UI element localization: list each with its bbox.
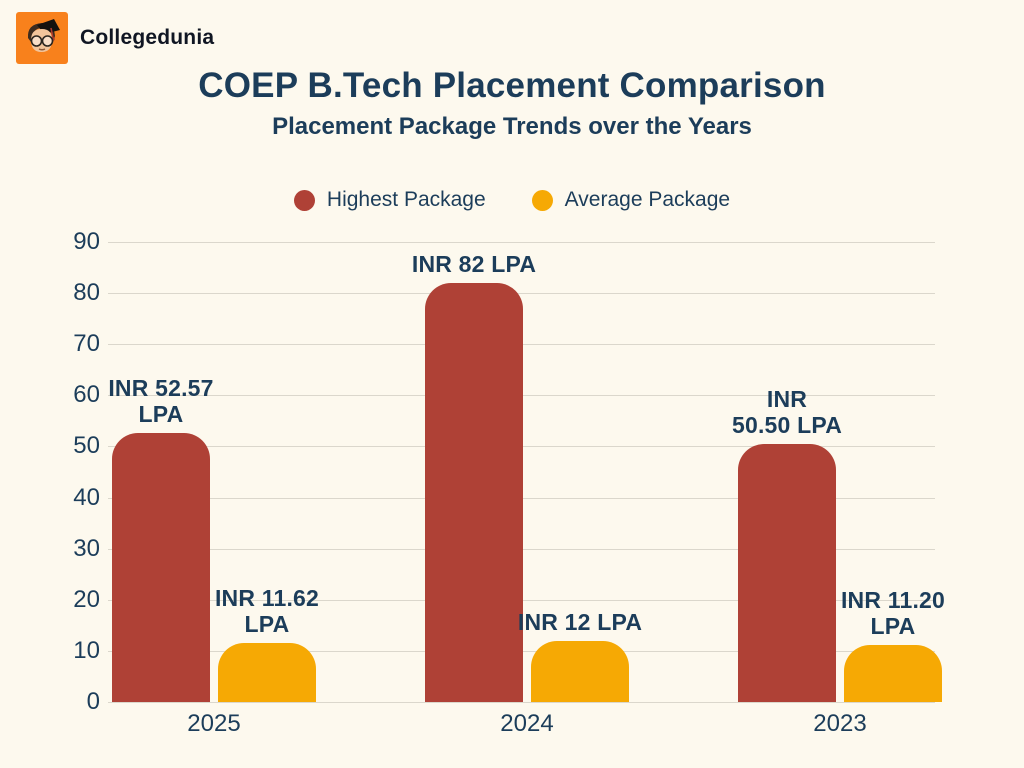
x-axis-label-2025: 2025 [187, 710, 241, 737]
bar-highest-package-2025 [112, 433, 210, 702]
bar-value-label: INR 12 LPA [517, 608, 643, 635]
gridline-90 [108, 242, 935, 243]
y-axis-tick-label: 90 [73, 228, 100, 255]
bar-highest-package-2024 [425, 282, 523, 702]
brand-header: Collegedunia [16, 12, 214, 64]
y-axis-tick-label: 80 [73, 279, 100, 307]
y-axis-tick-label: 60 [73, 381, 100, 409]
bar-value-label: INR 11.62 LPA [214, 584, 320, 637]
chart-subtitle: Placement Package Trends over the Years [272, 113, 752, 140]
collegedunia-logo-icon [16, 12, 68, 64]
gridline-0 [108, 702, 935, 703]
y-axis-tick-label: 70 [73, 330, 100, 358]
y-axis-tick-label: 0 [86, 688, 100, 715]
y-axis-tick-label: 50 [73, 432, 100, 460]
brand-name: Collegedunia [80, 26, 215, 49]
y-axis-tick-label: 20 [73, 585, 100, 613]
x-axis-label-2024: 2024 [500, 710, 554, 737]
chart-legend: Highest Package Average Package [0, 188, 1024, 212]
x-axis-label-2023: 2023 [813, 710, 867, 737]
bar-average-package-2023 [844, 644, 942, 702]
bar-value-label: INR 52.57 LPA [108, 375, 214, 428]
legend-label: Highest Package [326, 188, 486, 211]
y-axis-tick-label: 30 [73, 534, 100, 562]
bar-average-package-2025 [218, 642, 316, 702]
legend-item-highest-package: Highest Package [293, 188, 486, 212]
legend-item-average-package: Average Package [531, 188, 731, 212]
gridline-80 [108, 293, 935, 295]
bar-highest-package-2023 [738, 443, 836, 702]
legend-dot-icon [293, 189, 315, 211]
y-axis-tick-label: 10 [73, 636, 100, 664]
chart-title: COEP B.Tech Placement Comparison [198, 66, 826, 105]
bar-average-package-2024 [531, 640, 629, 702]
legend-dot-icon [531, 189, 553, 211]
y-axis-tick-label: 40 [73, 483, 100, 511]
legend-label: Average Package [564, 188, 731, 211]
bar-value-label: INR 50.50 LPA [731, 385, 843, 438]
bar-value-label: INR 82 LPA [411, 250, 537, 277]
bar-value-label: INR 11.20 LPA [840, 586, 946, 639]
